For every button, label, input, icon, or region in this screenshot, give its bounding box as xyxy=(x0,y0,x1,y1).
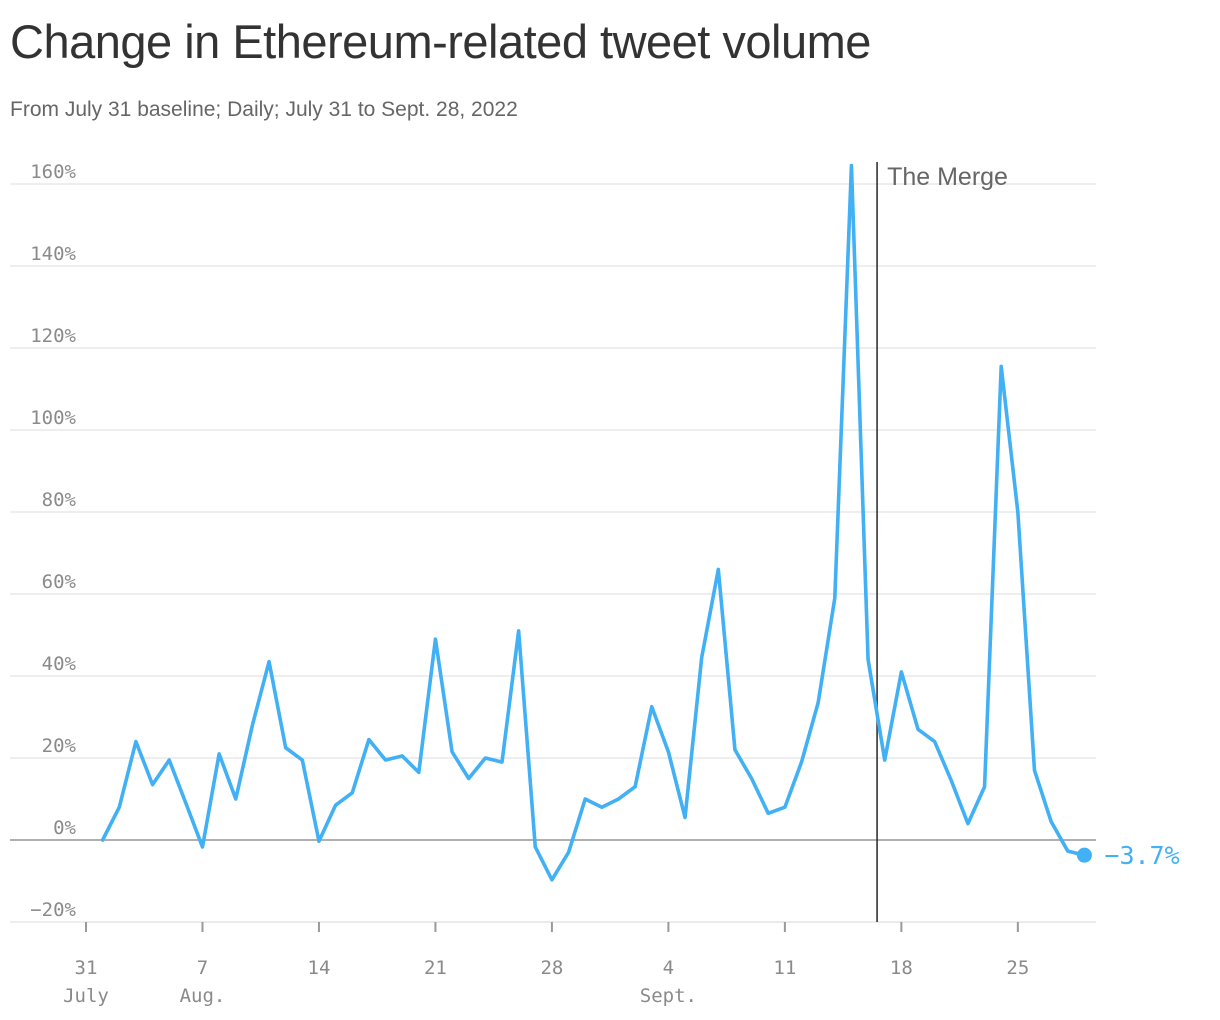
y-tick-label: 20% xyxy=(42,735,77,757)
x-tick-label: 7 xyxy=(197,957,208,979)
merge-annotation: The Merge xyxy=(876,162,1008,922)
y-tick-label: 100% xyxy=(30,407,76,429)
y-tick-label: 160% xyxy=(30,161,76,183)
x-tick-label: 4 xyxy=(663,957,674,979)
end-point xyxy=(1076,847,1092,863)
x-tick-label: 18 xyxy=(890,957,913,979)
y-axis-labels: −20% 0% 20% 40% 60% 80% 100% 120% 140% 160% xyxy=(30,161,76,921)
x-month-label: Sept. xyxy=(640,985,697,1007)
y-tick-label: 60% xyxy=(42,571,77,593)
gridlines xyxy=(10,183,1096,923)
x-month-label: July xyxy=(63,985,109,1007)
end-value-label: −3.7% xyxy=(1104,841,1179,870)
x-tick-label: 21 xyxy=(424,957,447,979)
x-axis: 31 July 7 Aug. 14 21 28 4 Sept. 11 18 25 xyxy=(63,921,1096,1007)
x-tick-label: 11 xyxy=(773,957,796,979)
chart-subtitle: From July 31 baseline; Daily; July 31 to… xyxy=(10,98,518,121)
chart-title: Change in Ethereum-related tweet volume xyxy=(10,15,871,68)
x-month-label: Aug. xyxy=(180,985,226,1007)
y-tick-label: 140% xyxy=(30,243,76,265)
y-tick-label: −20% xyxy=(30,899,76,921)
y-tick-label: 40% xyxy=(42,653,77,675)
series-line xyxy=(100,163,1087,882)
x-tick-label: 31 xyxy=(75,957,98,979)
series-layer: −3.7% xyxy=(100,163,1180,882)
y-tick-label: 120% xyxy=(30,325,76,347)
y-tick-label: 0% xyxy=(53,817,76,839)
y-tick-label: 80% xyxy=(42,489,77,511)
merge-label: The Merge xyxy=(887,163,1008,191)
x-tick-label: 14 xyxy=(308,957,331,979)
x-tick-label: 25 xyxy=(1006,957,1029,979)
x-tick-label: 28 xyxy=(540,957,563,979)
